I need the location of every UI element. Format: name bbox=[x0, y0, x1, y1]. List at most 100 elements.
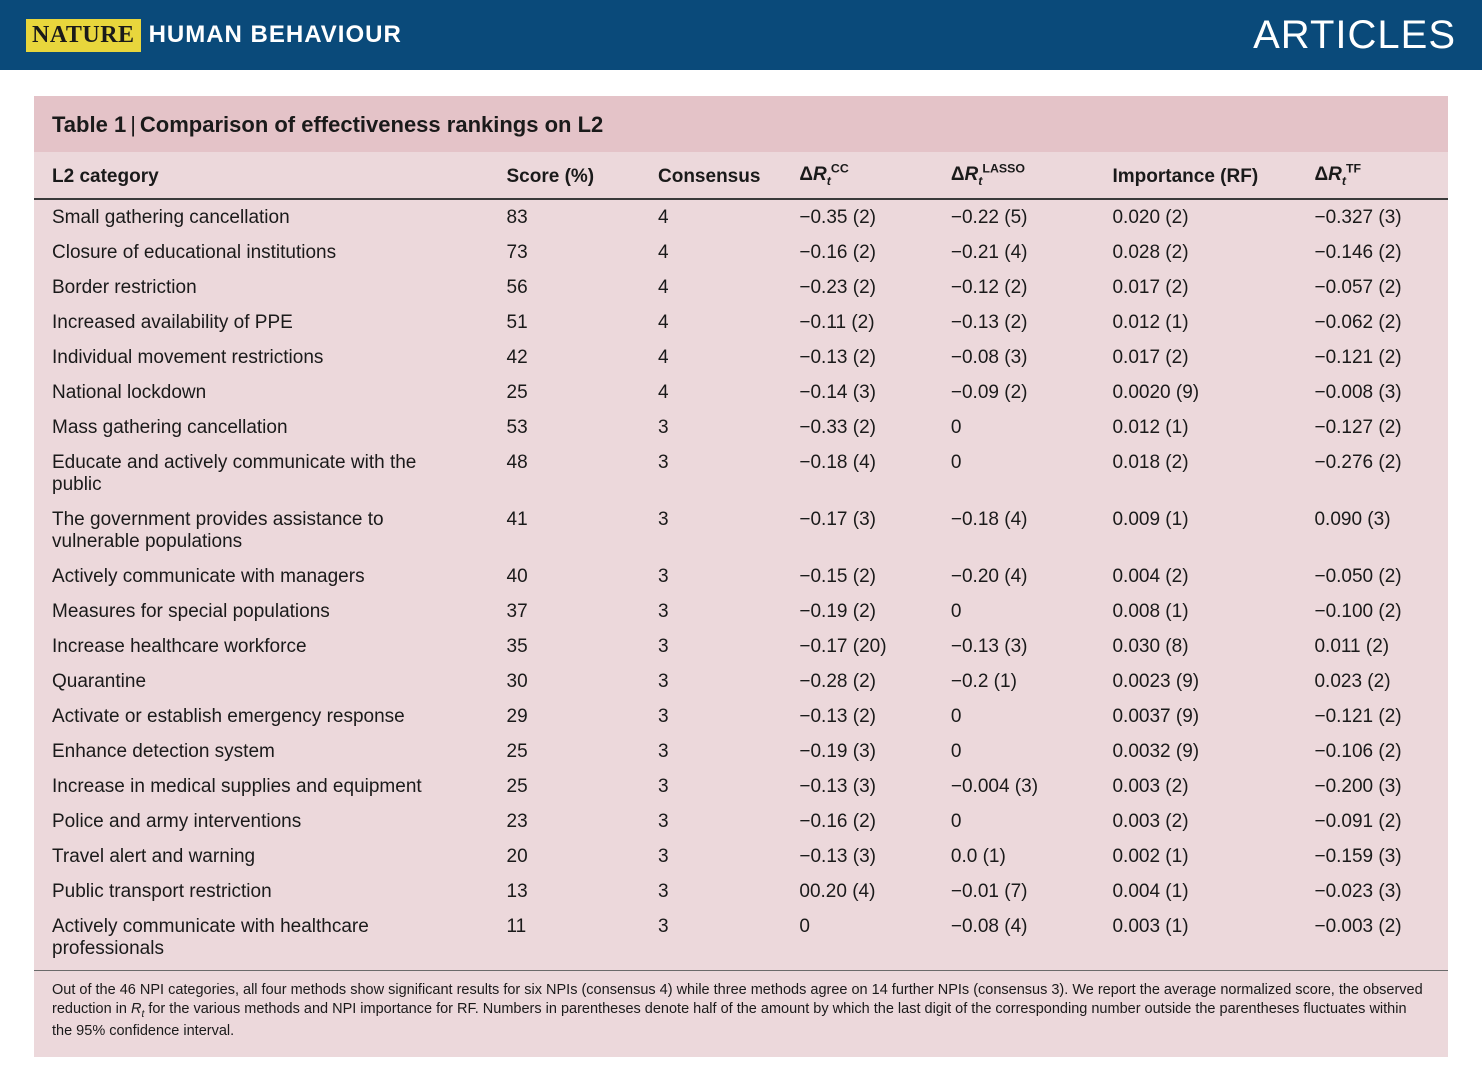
cell-consensus: 3 bbox=[640, 874, 781, 909]
cell-importance-rf: 0.018 (2) bbox=[1094, 445, 1296, 502]
cell-delta-r-tf: −0.003 (2) bbox=[1296, 909, 1448, 970]
page-body: Table 1|Comparison of effectiveness rank… bbox=[0, 70, 1482, 1057]
table-row: Enhance detection system253−0.19 (3)00.0… bbox=[34, 734, 1448, 769]
cell-importance-rf: 0.003 (2) bbox=[1094, 804, 1296, 839]
table-row: Increase healthcare workforce353−0.17 (2… bbox=[34, 629, 1448, 664]
cell-consensus: 3 bbox=[640, 629, 781, 664]
cell-consensus: 3 bbox=[640, 410, 781, 445]
cell-delta-r-tf: −0.106 (2) bbox=[1296, 734, 1448, 769]
col-header-delta-r-cc: ΔRtCC bbox=[781, 152, 933, 199]
cell-importance-rf: 0.003 (2) bbox=[1094, 769, 1296, 804]
cell-delta-r-cc: −0.13 (2) bbox=[781, 340, 933, 375]
cell-category: Closure of educational institutions bbox=[34, 235, 489, 270]
cell-delta-r-lasso: −0.004 (3) bbox=[933, 769, 1095, 804]
footnote-text-b: for the various methods and NPI importan… bbox=[52, 1001, 1407, 1039]
table-caption: Table 1|Comparison of effectiveness rank… bbox=[34, 96, 1448, 152]
table-row: Mass gathering cancellation533−0.33 (2)0… bbox=[34, 410, 1448, 445]
cell-delta-r-lasso: −0.13 (2) bbox=[933, 305, 1095, 340]
cell-importance-rf: 0.0023 (9) bbox=[1094, 664, 1296, 699]
cell-delta-r-lasso: −0.18 (4) bbox=[933, 502, 1095, 559]
cell-delta-r-tf: 0.023 (2) bbox=[1296, 664, 1448, 699]
cell-importance-rf: 0.0020 (9) bbox=[1094, 375, 1296, 410]
cell-delta-r-lasso: −0.12 (2) bbox=[933, 270, 1095, 305]
cell-importance-rf: 0.004 (1) bbox=[1094, 874, 1296, 909]
cell-delta-r-lasso: −0.20 (4) bbox=[933, 559, 1095, 594]
cell-score: 42 bbox=[489, 340, 641, 375]
col-header-category: L2 category bbox=[34, 152, 489, 199]
cell-consensus: 3 bbox=[640, 769, 781, 804]
cell-delta-r-cc: −0.19 (3) bbox=[781, 734, 933, 769]
cell-delta-r-cc: −0.17 (3) bbox=[781, 502, 933, 559]
table-row: Actively communicate with managers403−0.… bbox=[34, 559, 1448, 594]
cell-delta-r-tf: 0.090 (3) bbox=[1296, 502, 1448, 559]
table-row: Public transport restriction13300.20 (4)… bbox=[34, 874, 1448, 909]
cell-score: 11 bbox=[489, 909, 641, 970]
cell-consensus: 3 bbox=[640, 804, 781, 839]
cell-score: 53 bbox=[489, 410, 641, 445]
cell-score: 25 bbox=[489, 375, 641, 410]
cell-delta-r-lasso: 0 bbox=[933, 699, 1095, 734]
cell-consensus: 4 bbox=[640, 235, 781, 270]
footnote-r-symbol: R bbox=[131, 1001, 141, 1017]
cell-delta-r-cc: −0.33 (2) bbox=[781, 410, 933, 445]
cell-category: Small gathering cancellation bbox=[34, 199, 489, 235]
cell-delta-r-cc: 0 bbox=[781, 909, 933, 970]
cell-category: Public transport restriction bbox=[34, 874, 489, 909]
cell-delta-r-lasso: 0 bbox=[933, 804, 1095, 839]
cell-importance-rf: 0.009 (1) bbox=[1094, 502, 1296, 559]
cell-delta-r-tf: −0.023 (3) bbox=[1296, 874, 1448, 909]
cell-delta-r-lasso: 0 bbox=[933, 410, 1095, 445]
cell-delta-r-cc: −0.15 (2) bbox=[781, 559, 933, 594]
cell-score: 48 bbox=[489, 445, 641, 502]
brand-mark: NATURE bbox=[26, 19, 141, 52]
cell-delta-r-tf: −0.100 (2) bbox=[1296, 594, 1448, 629]
cell-category: Actively communicate with healthcare pro… bbox=[34, 909, 489, 970]
cell-score: 56 bbox=[489, 270, 641, 305]
cell-delta-r-cc: −0.13 (3) bbox=[781, 839, 933, 874]
table-row: Travel alert and warning203−0.13 (3)0.0 … bbox=[34, 839, 1448, 874]
cell-score: 40 bbox=[489, 559, 641, 594]
cell-delta-r-lasso: −0.2 (1) bbox=[933, 664, 1095, 699]
cell-delta-r-lasso: 0 bbox=[933, 734, 1095, 769]
cell-delta-r-tf: −0.127 (2) bbox=[1296, 410, 1448, 445]
cell-consensus: 4 bbox=[640, 305, 781, 340]
cell-score: 83 bbox=[489, 199, 641, 235]
cell-category: Enhance detection system bbox=[34, 734, 489, 769]
table-row: Educate and actively communicate with th… bbox=[34, 445, 1448, 502]
cell-delta-r-tf: −0.146 (2) bbox=[1296, 235, 1448, 270]
cell-consensus: 3 bbox=[640, 559, 781, 594]
cell-category: Activate or establish emergency response bbox=[34, 699, 489, 734]
cell-category: Individual movement restrictions bbox=[34, 340, 489, 375]
table-container: Table 1|Comparison of effectiveness rank… bbox=[34, 96, 1448, 1057]
col-header-importance-rf: Importance (RF) bbox=[1094, 152, 1296, 199]
cell-consensus: 3 bbox=[640, 734, 781, 769]
table-row: Quarantine303−0.28 (2)−0.2 (1)0.0023 (9)… bbox=[34, 664, 1448, 699]
cell-delta-r-lasso: −0.22 (5) bbox=[933, 199, 1095, 235]
cell-delta-r-cc: −0.18 (4) bbox=[781, 445, 933, 502]
cell-consensus: 3 bbox=[640, 699, 781, 734]
col-header-delta-r-tf: ΔRtTF bbox=[1296, 152, 1448, 199]
cell-importance-rf: 0.008 (1) bbox=[1094, 594, 1296, 629]
cell-score: 25 bbox=[489, 734, 641, 769]
cell-importance-rf: 0.0037 (9) bbox=[1094, 699, 1296, 734]
cell-score: 37 bbox=[489, 594, 641, 629]
caption-separator: | bbox=[126, 112, 140, 137]
cell-delta-r-lasso: −0.08 (3) bbox=[933, 340, 1095, 375]
cell-delta-r-tf: −0.327 (3) bbox=[1296, 199, 1448, 235]
cell-importance-rf: 0.030 (8) bbox=[1094, 629, 1296, 664]
cell-category: Mass gathering cancellation bbox=[34, 410, 489, 445]
cell-score: 13 bbox=[489, 874, 641, 909]
cell-delta-r-cc: −0.11 (2) bbox=[781, 305, 933, 340]
table-title-text: Comparison of effectiveness rankings on … bbox=[140, 112, 603, 137]
cell-category: Border restriction bbox=[34, 270, 489, 305]
cell-delta-r-lasso: −0.01 (7) bbox=[933, 874, 1095, 909]
cell-category: The government provides assistance to vu… bbox=[34, 502, 489, 559]
table-row: Actively communicate with healthcare pro… bbox=[34, 909, 1448, 970]
col-header-delta-r-lasso: ΔRtLASSO bbox=[933, 152, 1095, 199]
cell-delta-r-cc: −0.19 (2) bbox=[781, 594, 933, 629]
cell-score: 30 bbox=[489, 664, 641, 699]
cell-delta-r-cc: −0.35 (2) bbox=[781, 199, 933, 235]
table-row: Increased availability of PPE514−0.11 (2… bbox=[34, 305, 1448, 340]
cell-delta-r-tf: −0.062 (2) bbox=[1296, 305, 1448, 340]
cell-delta-r-cc: −0.13 (2) bbox=[781, 699, 933, 734]
